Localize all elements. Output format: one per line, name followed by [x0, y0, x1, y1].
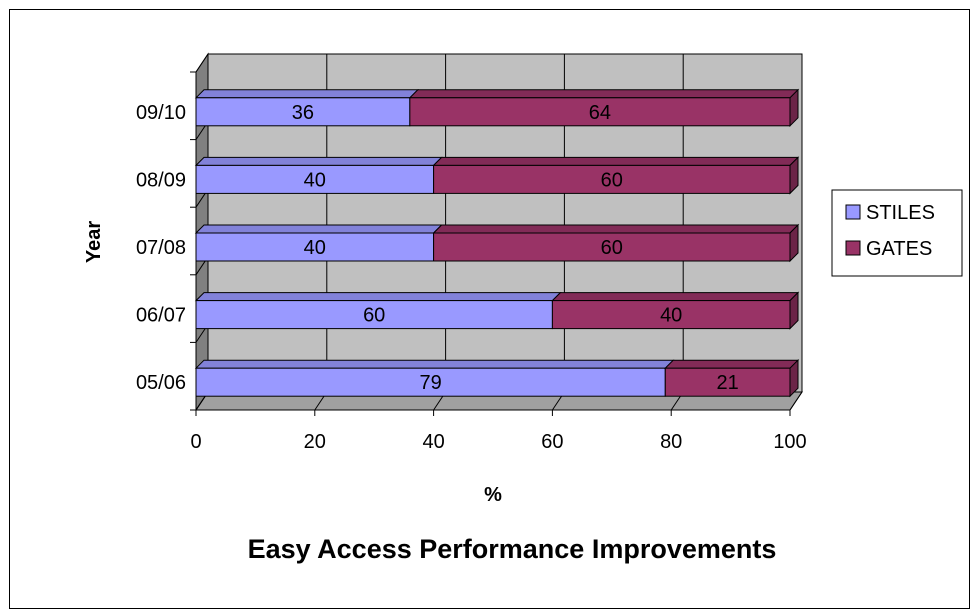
- data-label: 40: [304, 169, 326, 191]
- data-label: 60: [601, 169, 623, 191]
- chart: 0 20 40 60 80 100 05/06 79 21 06/07 60 40 07/08 40 60 0…: [83, 52, 963, 564]
- data-label: 60: [601, 237, 623, 259]
- x-tick-label: 80: [660, 431, 682, 453]
- legend-swatch-stiles: [845, 204, 861, 220]
- bars: [194, 88, 800, 398]
- legend-label-stiles: STILES: [866, 202, 935, 224]
- data-label: 60: [363, 305, 385, 327]
- legend-box: [831, 189, 963, 277]
- chart-title: Easy Access Performance Improvements: [248, 534, 777, 564]
- bar-stiles: [195, 164, 435, 194]
- bar-stiles: [195, 97, 411, 127]
- bar-top: [408, 89, 800, 99]
- bar-end: [789, 156, 799, 195]
- y-axis-title: Year: [83, 221, 105, 263]
- side-gridline: [195, 53, 209, 73]
- bar-top: [194, 359, 675, 369]
- x-tick-label: 20: [304, 431, 326, 453]
- x-tick-label: 60: [541, 431, 563, 453]
- labels: 0 20 40 60 80 100 05/06 79 21 06/07 60 40 07/08 40 60 0…: [136, 102, 807, 453]
- bar-gates: [433, 232, 791, 262]
- data-label: 36: [292, 102, 314, 124]
- bar-top: [194, 292, 562, 302]
- x-axis-title: %: [484, 484, 502, 506]
- y-tick-label: 09/10: [136, 102, 186, 124]
- bar-end: [789, 291, 799, 330]
- x-tick-label: 100: [773, 431, 806, 453]
- bar-top: [432, 224, 800, 234]
- data-label: 21: [717, 372, 739, 394]
- y-tick-label: 07/08: [136, 237, 186, 259]
- floor-gridline: [789, 391, 803, 411]
- bar-top: [194, 89, 420, 99]
- bar-gates: [433, 164, 791, 194]
- bar-stiles: [195, 300, 553, 330]
- bar-gates: [551, 300, 791, 330]
- legend-swatch-gates: [845, 240, 861, 256]
- data-label: 64: [589, 102, 611, 124]
- data-label: 40: [660, 305, 682, 327]
- bar-end: [789, 358, 799, 398]
- bar-top: [194, 224, 443, 234]
- bar-gates: [664, 367, 791, 397]
- bar-top: [432, 156, 800, 166]
- y-tick-label: 06/07: [136, 305, 186, 327]
- bar-top: [664, 359, 800, 369]
- data-label: 79: [420, 372, 442, 394]
- x-tick-label: 40: [422, 431, 444, 453]
- y-tick-label: 08/09: [136, 169, 186, 191]
- data-label: 40: [304, 237, 326, 259]
- y-tick-label: 05/06: [136, 372, 186, 394]
- legend-label-gates: GATES: [866, 238, 932, 260]
- bar-stiles: [195, 232, 435, 262]
- bar-top: [194, 156, 443, 166]
- bar-top: [551, 292, 800, 302]
- legend: STILES GATES: [831, 189, 963, 277]
- bar-end: [789, 88, 799, 128]
- x-tick-label: 0: [190, 431, 201, 453]
- bar-end: [789, 223, 799, 263]
